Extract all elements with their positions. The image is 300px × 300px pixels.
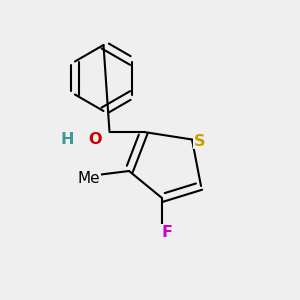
Text: Me: Me (77, 171, 100, 186)
Text: F: F (161, 225, 172, 240)
Text: H: H (60, 132, 74, 147)
Text: S: S (194, 134, 205, 148)
Text: O: O (88, 132, 102, 147)
